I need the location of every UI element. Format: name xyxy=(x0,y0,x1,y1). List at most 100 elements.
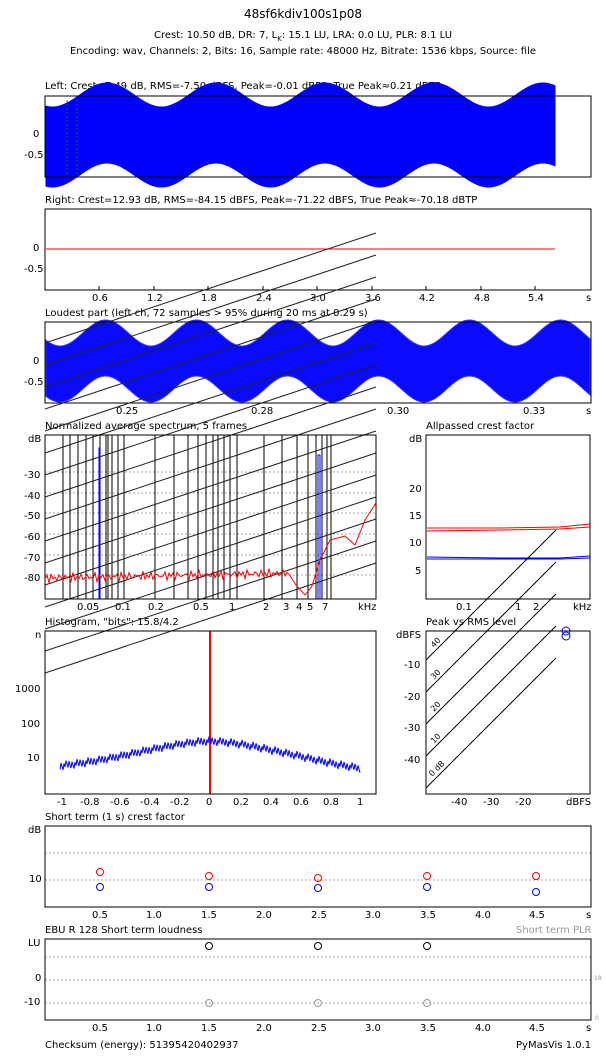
ebu-xtick: 2.5 xyxy=(311,1023,327,1034)
histogram-xtick: 0.4 xyxy=(263,797,279,808)
peakrms-xtick: -20 xyxy=(515,797,532,808)
shortcrest-ytick: 10 xyxy=(29,874,42,885)
spectrum-peak xyxy=(98,447,101,599)
peakrms-xunit: dBFS xyxy=(566,797,592,808)
spectrum-ytick: -80 xyxy=(24,573,41,584)
allpass-xtick: 2 xyxy=(533,602,540,613)
left-ytick-neg05: -0.5 xyxy=(24,150,44,161)
shortcrest-xtick: 1.5 xyxy=(201,910,217,921)
shortcrest-ylabel: dB xyxy=(28,825,42,836)
right-xunit: s xyxy=(586,293,592,304)
shortcrest-point-right xyxy=(532,872,540,880)
ebu-loudness-point xyxy=(205,942,213,950)
loudest-ytick-neg05: -0.5 xyxy=(24,377,44,388)
spectrum-xtick: 7 xyxy=(322,602,329,613)
allpass-ytick: 15 xyxy=(409,511,422,522)
peakrms-ytick: -30 xyxy=(404,723,421,734)
spectrum-xtick: 5 xyxy=(307,602,314,613)
spectrum-ytick: -50 xyxy=(24,511,41,522)
right-xtick: 1.8 xyxy=(201,293,217,304)
histogram-xtick: -0.6 xyxy=(110,797,130,808)
right-xtick: 5.4 xyxy=(528,293,544,304)
checksum-label: Checksum (energy): 51395420402937 xyxy=(45,1040,239,1051)
histogram-xtick: 1 xyxy=(357,797,364,808)
shortcrest-point-left xyxy=(205,883,213,891)
left-waveform xyxy=(45,82,556,188)
spectrum-peak xyxy=(317,454,321,599)
short-crest-plot xyxy=(44,825,592,908)
spectrum-slope-line xyxy=(44,408,377,520)
spectrum-plot xyxy=(44,434,377,600)
spectrum-xunit: kHz xyxy=(358,602,377,613)
loudest-part-plot xyxy=(44,321,592,404)
shortcrest-xtick: 4.5 xyxy=(529,910,545,921)
loudest-ytick-0: 0 xyxy=(33,356,40,367)
allpass-xtick: 0.1 xyxy=(456,602,472,613)
peakrms-ylabel: dBFS xyxy=(396,630,422,641)
shortcrest-xtick: 3.0 xyxy=(365,910,381,921)
right-xtick: 3.6 xyxy=(365,293,381,304)
ebu-title: EBU R 128 Short term loudness xyxy=(45,925,203,936)
ebu-loudness-point xyxy=(314,942,322,950)
histogram-plot xyxy=(44,630,377,795)
shortcrest-xtick: 3.5 xyxy=(420,910,436,921)
shortcrest-point-left xyxy=(314,884,322,892)
loudest-xtick: 0.25 xyxy=(116,406,139,417)
right-ytick-neg05: -0.5 xyxy=(24,264,44,275)
peak-rms-title: Peak vs RMS level xyxy=(426,617,517,628)
right-channel-plot xyxy=(44,208,592,291)
shortcrest-xtick: 4.0 xyxy=(475,910,491,921)
ebu-plr-point xyxy=(205,999,213,1007)
spectrum-slope-line xyxy=(44,254,377,366)
right-xtick: 4.8 xyxy=(474,293,490,304)
ebu-xtick: 0.5 xyxy=(92,1023,108,1034)
allpass-line-right xyxy=(427,523,591,529)
histogram-xtick: 0.8 xyxy=(323,797,339,808)
ebu-plr-point xyxy=(314,999,322,1007)
peakrms-ytick: -20 xyxy=(404,692,421,703)
shortcrest-point-left xyxy=(532,888,540,896)
spectrum-xtick: 0.05 xyxy=(77,602,100,613)
peak-rms-plot xyxy=(425,630,591,795)
spectrum-xtick: 0.2 xyxy=(148,602,164,613)
allpass-line-right xyxy=(426,526,591,532)
ebu-ylabel: LU xyxy=(28,938,41,949)
peakrms-xtick: -40 xyxy=(451,797,468,808)
right-xtick: 2.4 xyxy=(256,293,272,304)
peakrms-ytick: -40 xyxy=(404,755,421,766)
spectrum-xtick: 1 xyxy=(229,602,236,613)
allpass-line-left xyxy=(427,557,591,560)
spectrum-xtick: 2 xyxy=(263,602,270,613)
spectrum-ytick: -60 xyxy=(24,532,41,543)
spectrum-slope-line xyxy=(44,518,377,630)
histogram-xtick: 0.2 xyxy=(233,797,249,808)
spectrum-slope-line xyxy=(44,430,377,542)
spectrum-xtick: 0.5 xyxy=(193,602,209,613)
summary-line-2: Encoding: wav, Channels: 2, Bits: 16, Sa… xyxy=(69,46,537,57)
ebu-xtick: 4.0 xyxy=(475,1023,491,1034)
shortcrest-xtick: 2.0 xyxy=(256,910,272,921)
loudest-waveform xyxy=(45,319,591,403)
allpass-plot xyxy=(425,434,591,600)
spectrum-slope-line xyxy=(44,298,377,410)
peakrms-diag-line xyxy=(425,529,557,661)
allpass-ytick: 5 xyxy=(415,566,422,577)
ebu-xtick: 4.5 xyxy=(529,1023,545,1034)
shortcrest-xunit: s xyxy=(586,910,592,921)
peakrms-diag-line xyxy=(425,625,557,757)
spectrum-xtick: 0.1 xyxy=(115,602,131,613)
peakrms-diag-line xyxy=(425,593,557,725)
loudest-xunit: s xyxy=(586,406,592,417)
allpass-ytick: 20 xyxy=(409,484,422,495)
right-channel-title: Right: Crest=12.93 dB, RMS=-84.15 dBFS, … xyxy=(45,195,478,206)
ebu-xtick: 3.0 xyxy=(365,1023,381,1034)
plr-title: Short term PLR xyxy=(516,925,592,936)
right-xtick: 1.2 xyxy=(147,293,163,304)
plr-ytick: 18 xyxy=(594,975,602,982)
histogram-xtick: 0 xyxy=(206,797,213,808)
spectrum-ylabel: dB xyxy=(28,434,42,445)
page-title: 48sf6kdiv100s1p08 xyxy=(243,7,363,21)
histogram-ylabel: n xyxy=(35,630,42,641)
spectrum-ytick: -30 xyxy=(24,470,41,481)
